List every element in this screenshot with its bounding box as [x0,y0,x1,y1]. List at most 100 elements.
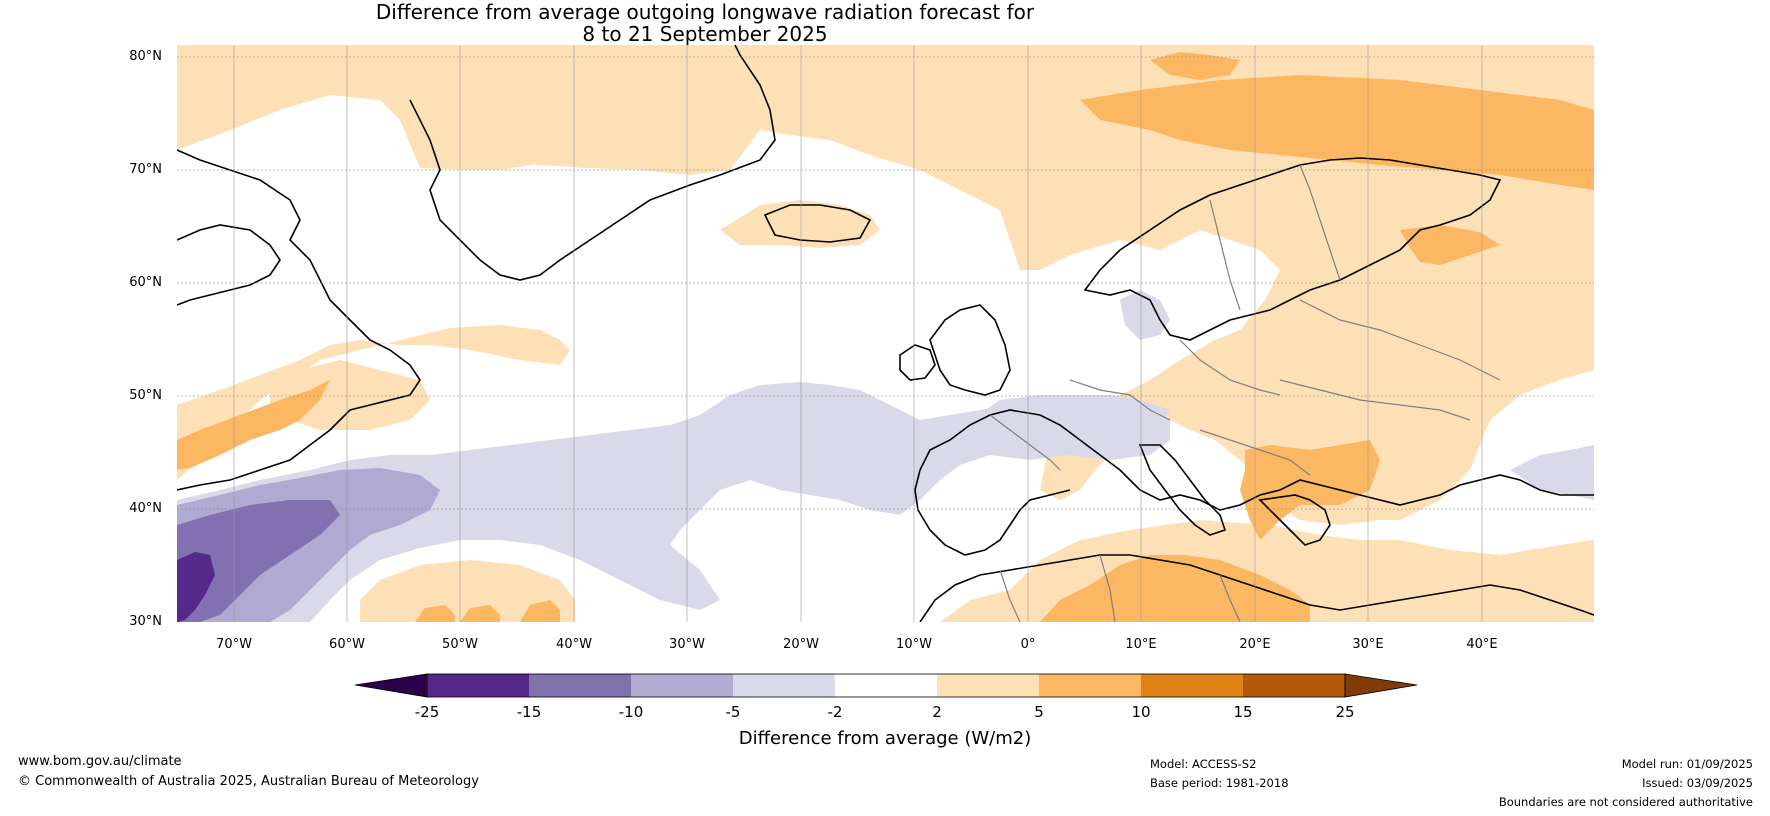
coastline-canada-arctic [177,149,421,491]
colorbar-tick-pos15: 15 [1233,703,1253,721]
lat-label-40n: 40°N [129,501,162,516]
colorbar-extend-high [1344,673,1418,698]
footer-model: Model: ACCESS-S2 [1150,757,1257,771]
border-africa3 [1219,574,1241,622]
colorbar-frame [426,673,1346,698]
lon-label-30e: 30°E [1352,637,1384,652]
lon-label-0: 0° [1020,637,1036,652]
lon-label-10e: 10°E [1125,637,1157,652]
border-poland [1179,339,1281,396]
colorbar-tick-pos25: 25 [1335,703,1355,721]
lat-label-30n: 30°N [129,614,162,629]
region-pos5-atlantic-small3 [520,600,560,622]
coastlines [177,45,1594,622]
region-pos2-atlantic-south [360,560,575,622]
lon-label-70w: 70°W [216,637,252,652]
region-neg15-southwest [177,552,215,622]
region-neg10-southwest [177,500,340,622]
region-neg2-atlantic [177,382,1170,622]
region-pos2-newfoundland [270,360,430,430]
coastline-greece [1258,494,1331,546]
region-pos2-iceland [720,200,880,248]
footer-copyright: © Commonwealth of Australia 2025, Austra… [18,774,479,789]
colorbar-tick-pos10: 10 [1131,703,1151,721]
country-borders [989,164,1501,622]
lat-label-70n: 70°N [129,162,162,177]
negative-15-regions [177,552,215,622]
border-germany [1069,379,1171,421]
region-pos5-north-africa [1040,555,1310,622]
lat-label-50n: 50°N [129,388,162,403]
colorbar-tick-neg2: -2 [827,703,843,721]
region-pos5-atlantic-small2 [460,605,500,622]
colorbar-seg-neg5 [733,674,835,697]
colorbar-seg-pos15 [1243,674,1345,697]
region-neg2-northsea [1120,290,1170,340]
region-neg2-france [970,395,1170,440]
colorbar-seg-neg15 [529,674,631,697]
region-pos5-svalbard [1150,52,1240,80]
negative-10-regions [177,500,340,622]
coastline-north-africa [919,554,1594,622]
coastline-uk [929,304,1011,396]
region-pos5-scandinavia [1080,75,1594,190]
coastline-europe-south [919,409,1594,511]
colorbar-seg-pos2 [937,674,1039,697]
colorbar-extend-low [354,673,428,698]
border-finland [1299,164,1341,281]
gridlines [177,56,1594,510]
footer-base-period: Base period: 1981-2018 [1150,776,1289,790]
positive-anomaly-regions [177,45,1594,622]
lon-label-50w: 50°W [442,637,478,652]
lon-label-20w: 20°W [783,637,819,652]
colorbar-title: Difference from average (W/m2) [738,728,1032,749]
border-russia [1299,299,1501,381]
colorbar-seg-neg10 [631,674,733,697]
border-sweden [1209,199,1241,311]
colorbar-seg-neg2 [835,674,937,697]
colorbar-tick-neg25: -25 [414,703,440,721]
lon-label-40e: 40°E [1466,637,1498,652]
lon-label-30w: 30°W [669,637,705,652]
chart-title-line2: 8 to 21 September 2025 [582,22,828,46]
colorbar-seg-pos10 [1141,674,1243,697]
coastline-italy [1138,444,1227,536]
meridians [233,45,1483,622]
region-pos5-newfoundland [177,380,330,470]
border-ukraine [1279,379,1471,421]
border-africa2 [1099,554,1116,622]
footer-website: www.bom.gov.au/climate [18,754,182,769]
lat-label-80n: 80°N [129,49,162,64]
lon-label-60w: 60°W [329,637,365,652]
lat-label-60n: 60°N [129,275,162,290]
colorbar-seg-pos5 [1039,674,1141,697]
region-neg2-turkey [1510,445,1594,500]
region-pos2-canada-east [177,325,570,480]
colorbar [354,673,1418,698]
negative-2-regions [177,290,1594,622]
border-france [989,414,1061,471]
footer-disclaimer: Boundaries are not considered authoritat… [1498,795,1753,809]
region-pos2-arctic-east [470,45,1594,525]
coastline-scandinavia [1083,157,1502,341]
map-area [177,45,1594,622]
positive-5-regions [177,52,1594,622]
coastline-greenland [409,45,776,281]
region-pos5-atlantic-small1 [415,605,455,622]
coastline-ireland [899,344,936,381]
border-africa1 [999,569,1021,622]
colorbar-seg-neg25 [427,674,529,697]
coastline-iceland [763,204,872,243]
colorbar-tick-neg15: -15 [516,703,542,721]
region-pos5-russia [1400,225,1500,265]
region-pos2-greenland-coast [177,45,735,170]
colorbar-tick-neg5: -5 [725,703,741,721]
footer-model-run: Model run: 01/09/2025 [1621,757,1753,771]
lon-label-20e: 20°E [1239,637,1271,652]
coastline-iberia [914,469,1071,556]
lon-label-10w: 10°W [896,637,932,652]
colorbar-tick-neg10: -10 [618,703,644,721]
chart-title-line1: Difference from average outgoing longwav… [375,0,1035,24]
lon-label-40w: 40°W [556,637,592,652]
